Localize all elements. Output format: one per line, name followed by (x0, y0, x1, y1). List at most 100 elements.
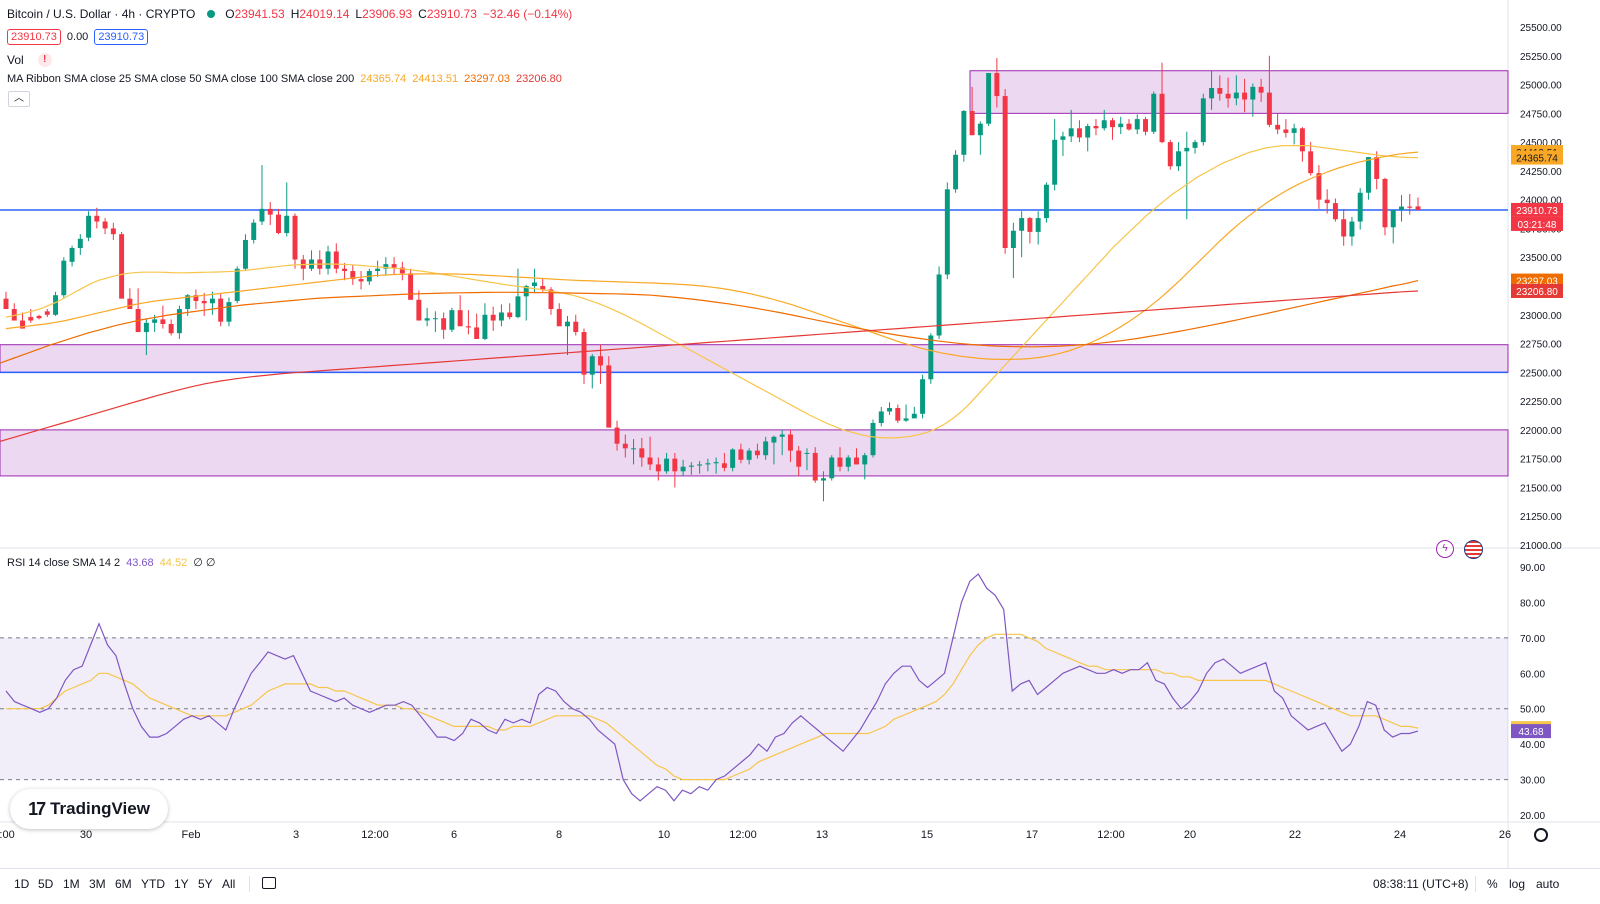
candle-body (185, 295, 191, 310)
bottom-toolbar: 1D 5D 1M 3M 6M YTD 1Y 5Y All 08:38:11 (U… (0, 868, 1600, 900)
candle-body (730, 449, 736, 468)
candle-body (672, 458, 678, 472)
candle-body (614, 427, 620, 444)
candle-body (399, 267, 405, 274)
candle-body (424, 318, 430, 321)
countdown-tag-bg (1511, 216, 1563, 231)
symbol-title[interactable]: Bitcoin / U.S. Dollar · 4h · CRYPTO (7, 7, 196, 21)
chevron-up-icon: ︿ (14, 93, 24, 104)
candle-body (763, 441, 769, 456)
last-price-tag: 23910.73 (1516, 206, 1558, 217)
price-tick-label: 22500.00 (1520, 368, 1562, 379)
candle-body (928, 335, 934, 380)
candle-body (408, 273, 414, 300)
candle-body (581, 332, 587, 375)
candle-body (977, 123, 983, 136)
candle-body (1151, 93, 1157, 132)
ma100-line (0, 280, 1419, 364)
candle-body (1283, 129, 1289, 133)
settings-gear-icon[interactable] (1534, 828, 1548, 842)
log-toggle[interactable]: log (1509, 877, 1526, 891)
volume-legend[interactable]: Vol ! (7, 53, 52, 67)
candle-body (895, 408, 901, 421)
rsi-legend[interactable]: RSI 14 close SMA 14 2 43.68 44.52 ∅ ∅ (7, 556, 215, 570)
range-ytd-button[interactable]: YTD (141, 877, 165, 891)
candle-body (1200, 98, 1206, 143)
candle-body (878, 411, 884, 423)
range-3m-button[interactable]: 3M (89, 877, 106, 891)
range-5d-button[interactable]: 5D (38, 877, 54, 891)
sell-price-box[interactable]: 23910.73 (7, 29, 61, 45)
demand-supply-zone (969, 70, 1509, 114)
candle-body (1043, 184, 1049, 219)
lightning-icon[interactable]: ϟ (1436, 540, 1454, 558)
candle-body (1250, 86, 1256, 100)
collapse-legend-button[interactable]: ︿ (8, 91, 30, 107)
range-1d-button[interactable]: 1D (14, 877, 30, 891)
candle-body (86, 215, 92, 238)
candle-body (292, 215, 298, 260)
rsi-line (5, 573, 1419, 802)
rsi-tick-label: 20.00 (1520, 811, 1545, 822)
date-range-icon[interactable] (262, 877, 276, 889)
candle-body (94, 215, 100, 222)
auto-toggle[interactable]: auto (1536, 877, 1560, 891)
price-tick-label: 25000.00 (1520, 81, 1562, 92)
flag-icon[interactable] (1464, 540, 1483, 559)
warning-icon[interactable]: ! (37, 53, 52, 67)
range-6m-button[interactable]: 6M (115, 877, 132, 891)
clock-timezone[interactable]: 08:38:11 (UTC+8) (1373, 877, 1469, 891)
volume-label[interactable]: Vol (7, 53, 24, 67)
candle-body (1110, 120, 1115, 128)
range-all-button[interactable]: All (222, 877, 236, 891)
candle-body (911, 413, 917, 419)
candle-body (193, 295, 199, 301)
ohlc-close-value: 23910.73 (426, 7, 477, 21)
candle-body (259, 208, 265, 222)
tradingview-mark-icon: 17 (28, 798, 46, 819)
candle-body (631, 448, 637, 450)
candle-body (325, 251, 331, 269)
candle-body (523, 286, 529, 297)
ma50-value: 24413.51 (412, 73, 459, 85)
candle-body (1399, 206, 1404, 211)
candle-body (771, 436, 777, 443)
candle-body (1019, 218, 1025, 231)
candle-body (944, 189, 950, 275)
candle-body (573, 321, 579, 333)
candle-body (705, 463, 711, 465)
demand-supply-zone (0, 344, 1509, 373)
candle-body (416, 299, 422, 321)
candle-body (226, 302, 232, 322)
candle-body (1217, 88, 1223, 94)
ma100-value: 23297.03 (464, 73, 510, 85)
range-1y-button[interactable]: 1Y (174, 877, 189, 891)
candle-body (1076, 128, 1082, 138)
candle-body (474, 327, 480, 339)
candle-body (333, 251, 339, 269)
ma-ribbon-label[interactable]: MA Ribbon SMA close 25 SMA close 50 SMA … (7, 73, 355, 85)
symbol-legend[interactable]: Bitcoin / U.S. Dollar · 4h · CRYPTO O 239… (7, 7, 572, 21)
candle-body (1010, 230, 1016, 249)
candle-body (1308, 151, 1314, 174)
candle-body (1126, 123, 1132, 130)
candle-body (531, 282, 537, 286)
candle-body (1365, 157, 1371, 193)
ma-ribbon-legend[interactable]: MA Ribbon SMA close 25 SMA close 50 SMA … (7, 73, 562, 85)
price-tick-label: 21500.00 (1520, 483, 1562, 494)
buy-price-box[interactable]: 23910.73 (94, 29, 149, 45)
percent-toggle[interactable]: % (1487, 877, 1498, 891)
range-5y-button[interactable]: 5Y (198, 877, 213, 891)
candle-body (1002, 96, 1008, 249)
candle-body (697, 464, 703, 466)
ma200-price-tag-bg (1511, 283, 1563, 298)
candle-body (1060, 136, 1066, 140)
tradingview-logo[interactable]: 17 TradingView (10, 789, 168, 829)
candle-body (680, 466, 686, 472)
range-1m-button[interactable]: 1M (63, 877, 80, 891)
rsi-label[interactable]: RSI 14 close SMA 14 2 (7, 556, 121, 569)
candle-body (1324, 199, 1330, 204)
candle-body (779, 434, 785, 437)
